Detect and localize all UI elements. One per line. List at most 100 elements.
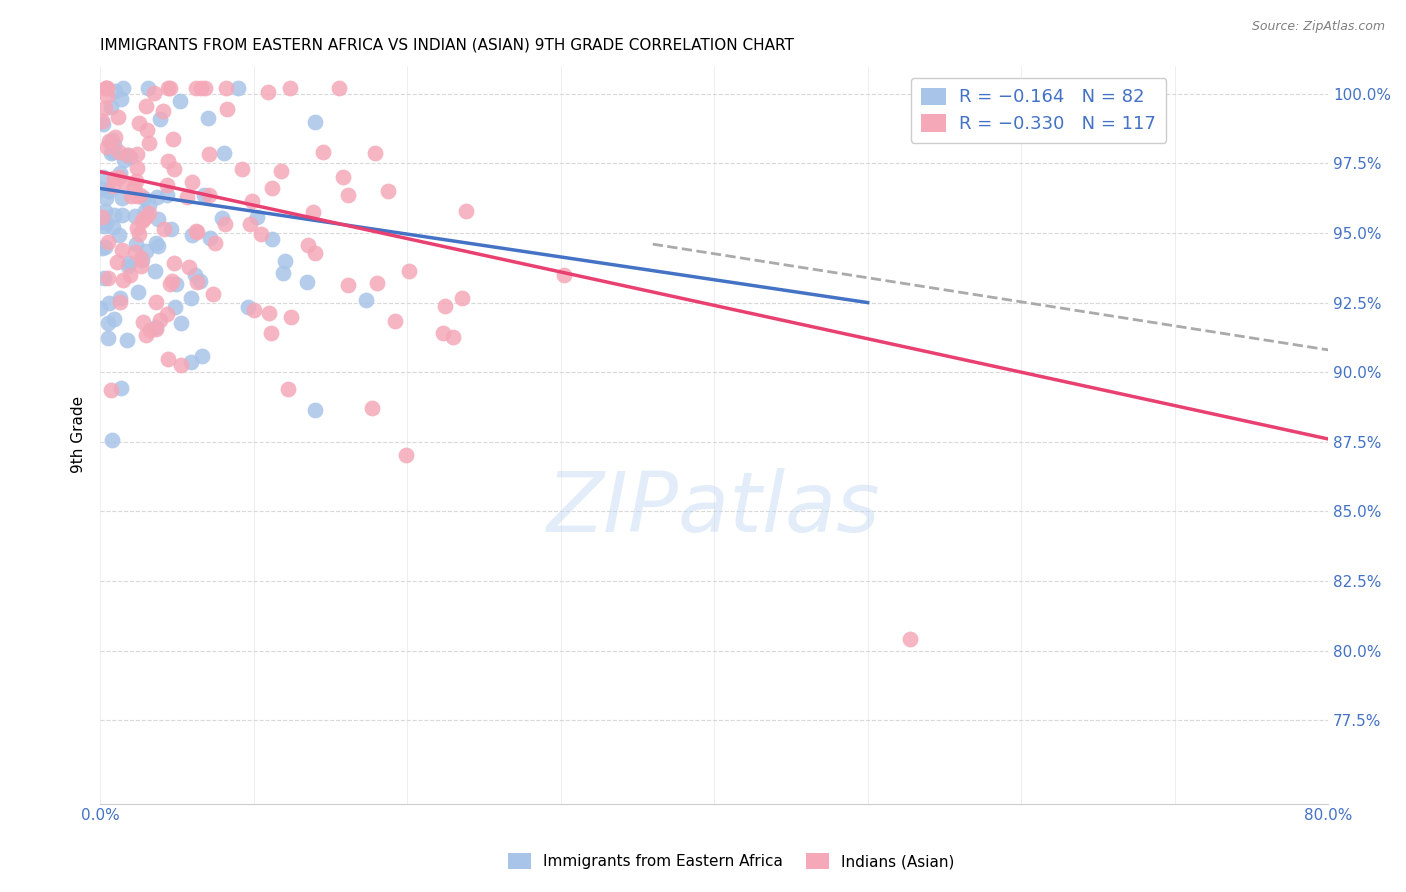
Point	[118, 256, 141, 270]
Point	[135, 99, 157, 113]
Point	[157, 81, 180, 95]
Point	[129, 252, 152, 266]
Point	[148, 239, 170, 253]
Point	[243, 303, 266, 318]
Point	[184, 81, 207, 95]
Point	[152, 104, 174, 119]
Point	[159, 81, 181, 95]
Point	[101, 145, 124, 160]
Point	[91, 117, 114, 131]
Point	[277, 382, 299, 396]
Point	[94, 216, 117, 230]
Point	[231, 161, 253, 176]
Point	[176, 190, 198, 204]
Point	[134, 204, 156, 219]
Point	[120, 189, 142, 203]
Point	[337, 188, 360, 202]
Point	[236, 301, 259, 315]
Point	[120, 150, 142, 164]
Point	[101, 178, 124, 193]
Point	[186, 225, 208, 239]
Point	[128, 116, 150, 130]
Text: ZIPatlas: ZIPatlas	[547, 468, 882, 549]
Point	[127, 161, 149, 176]
Point	[112, 81, 135, 95]
Point	[260, 326, 283, 340]
Point	[301, 205, 323, 219]
Point	[377, 184, 399, 198]
Point	[100, 145, 122, 160]
Point	[160, 274, 183, 288]
Point	[127, 285, 149, 299]
Point	[311, 145, 333, 159]
Point	[132, 315, 155, 329]
Point	[103, 208, 125, 222]
Point	[125, 236, 148, 251]
Point	[96, 139, 118, 153]
Point	[118, 268, 141, 282]
Point	[332, 170, 354, 185]
Point	[138, 206, 160, 220]
Point	[156, 153, 179, 168]
Point	[280, 310, 302, 324]
Legend: R = −0.164   N = 82, R = −0.330   N = 117: R = −0.164 N = 82, R = −0.330 N = 117	[911, 78, 1167, 143]
Point	[262, 232, 284, 246]
Point	[89, 301, 111, 315]
Point	[214, 217, 236, 231]
Point	[111, 190, 134, 204]
Point	[104, 83, 127, 97]
Point	[201, 287, 224, 301]
Point	[180, 227, 202, 242]
Point	[188, 274, 211, 288]
Point	[553, 268, 575, 282]
Point	[138, 197, 160, 211]
Point	[170, 358, 193, 372]
Point	[278, 81, 301, 95]
Point	[159, 277, 181, 291]
Point	[98, 296, 121, 310]
Point	[135, 211, 157, 225]
Point	[434, 299, 457, 313]
Point	[197, 111, 219, 125]
Point	[274, 254, 297, 268]
Point	[212, 146, 235, 161]
Point	[131, 253, 153, 268]
Point	[163, 161, 186, 176]
Point	[124, 210, 146, 224]
Point	[134, 191, 156, 205]
Point	[96, 81, 118, 95]
Point	[138, 323, 160, 337]
Point	[156, 307, 179, 321]
Point	[432, 326, 454, 341]
Point	[107, 111, 129, 125]
Point	[117, 260, 139, 274]
Point	[107, 228, 129, 243]
Point	[107, 169, 129, 184]
Point	[441, 329, 464, 343]
Point	[169, 95, 191, 109]
Point	[204, 235, 226, 250]
Legend: Immigrants from Eastern Africa, Indians (Asian): Immigrants from Eastern Africa, Indians …	[502, 847, 960, 875]
Point	[117, 148, 139, 162]
Point	[246, 210, 269, 224]
Point	[131, 214, 153, 228]
Point	[97, 316, 120, 330]
Point	[211, 211, 233, 225]
Point	[295, 275, 318, 289]
Point	[160, 222, 183, 236]
Point	[228, 81, 250, 95]
Point	[110, 166, 132, 180]
Point	[297, 238, 319, 252]
Point	[145, 190, 167, 204]
Point	[103, 137, 125, 152]
Point	[125, 221, 148, 235]
Point	[110, 243, 132, 257]
Point	[217, 102, 239, 116]
Point	[111, 208, 134, 222]
Point	[110, 381, 132, 395]
Point	[170, 316, 193, 330]
Point	[395, 448, 418, 462]
Point	[136, 81, 159, 95]
Point	[145, 236, 167, 251]
Point	[94, 204, 117, 219]
